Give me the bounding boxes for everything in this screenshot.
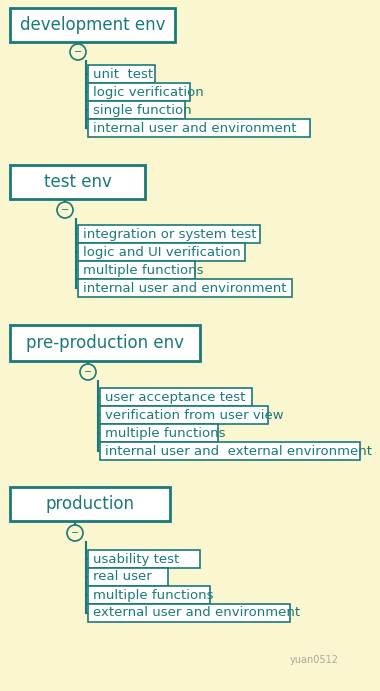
Text: yuan0512: yuan0512 (290, 655, 339, 665)
Circle shape (70, 44, 86, 60)
Text: single function: single function (93, 104, 192, 117)
FancyBboxPatch shape (10, 487, 170, 521)
Text: −: − (74, 47, 82, 57)
Text: verification from user view: verification from user view (105, 408, 283, 422)
Text: multiple functions: multiple functions (105, 426, 225, 439)
FancyBboxPatch shape (10, 8, 175, 42)
Text: development env: development env (20, 16, 165, 34)
FancyBboxPatch shape (78, 243, 245, 261)
FancyBboxPatch shape (88, 119, 310, 137)
Text: pre-production env: pre-production env (26, 334, 184, 352)
FancyBboxPatch shape (78, 225, 260, 243)
Text: −: − (61, 205, 69, 215)
Text: multiple functions: multiple functions (93, 589, 214, 601)
Text: −: − (71, 528, 79, 538)
Text: multiple functions: multiple functions (83, 263, 204, 276)
FancyBboxPatch shape (10, 325, 200, 361)
Text: logic and UI verification: logic and UI verification (83, 245, 241, 258)
Text: test env: test env (44, 173, 111, 191)
FancyBboxPatch shape (88, 604, 290, 622)
Text: real user: real user (93, 571, 152, 583)
FancyBboxPatch shape (100, 442, 360, 460)
Circle shape (57, 202, 73, 218)
FancyBboxPatch shape (88, 568, 168, 586)
Text: −: − (84, 367, 92, 377)
FancyBboxPatch shape (78, 279, 292, 297)
Text: internal user and  external environment: internal user and external environment (105, 444, 372, 457)
FancyBboxPatch shape (10, 165, 145, 199)
Circle shape (67, 525, 83, 541)
Circle shape (80, 364, 96, 380)
Text: user acceptance test: user acceptance test (105, 390, 245, 404)
Text: external user and environment: external user and environment (93, 607, 300, 620)
FancyBboxPatch shape (88, 101, 185, 119)
Text: production: production (46, 495, 135, 513)
Text: internal user and environment: internal user and environment (93, 122, 296, 135)
FancyBboxPatch shape (88, 550, 200, 568)
FancyBboxPatch shape (88, 83, 190, 101)
Text: integration or system test: integration or system test (83, 227, 256, 240)
Text: logic verification: logic verification (93, 86, 204, 99)
FancyBboxPatch shape (100, 406, 268, 424)
Text: usability test: usability test (93, 553, 179, 565)
FancyBboxPatch shape (100, 424, 218, 442)
Text: internal user and environment: internal user and environment (83, 281, 287, 294)
FancyBboxPatch shape (88, 65, 155, 83)
FancyBboxPatch shape (100, 388, 252, 406)
FancyBboxPatch shape (88, 586, 210, 604)
FancyBboxPatch shape (78, 261, 195, 279)
Text: unit  test: unit test (93, 68, 153, 80)
